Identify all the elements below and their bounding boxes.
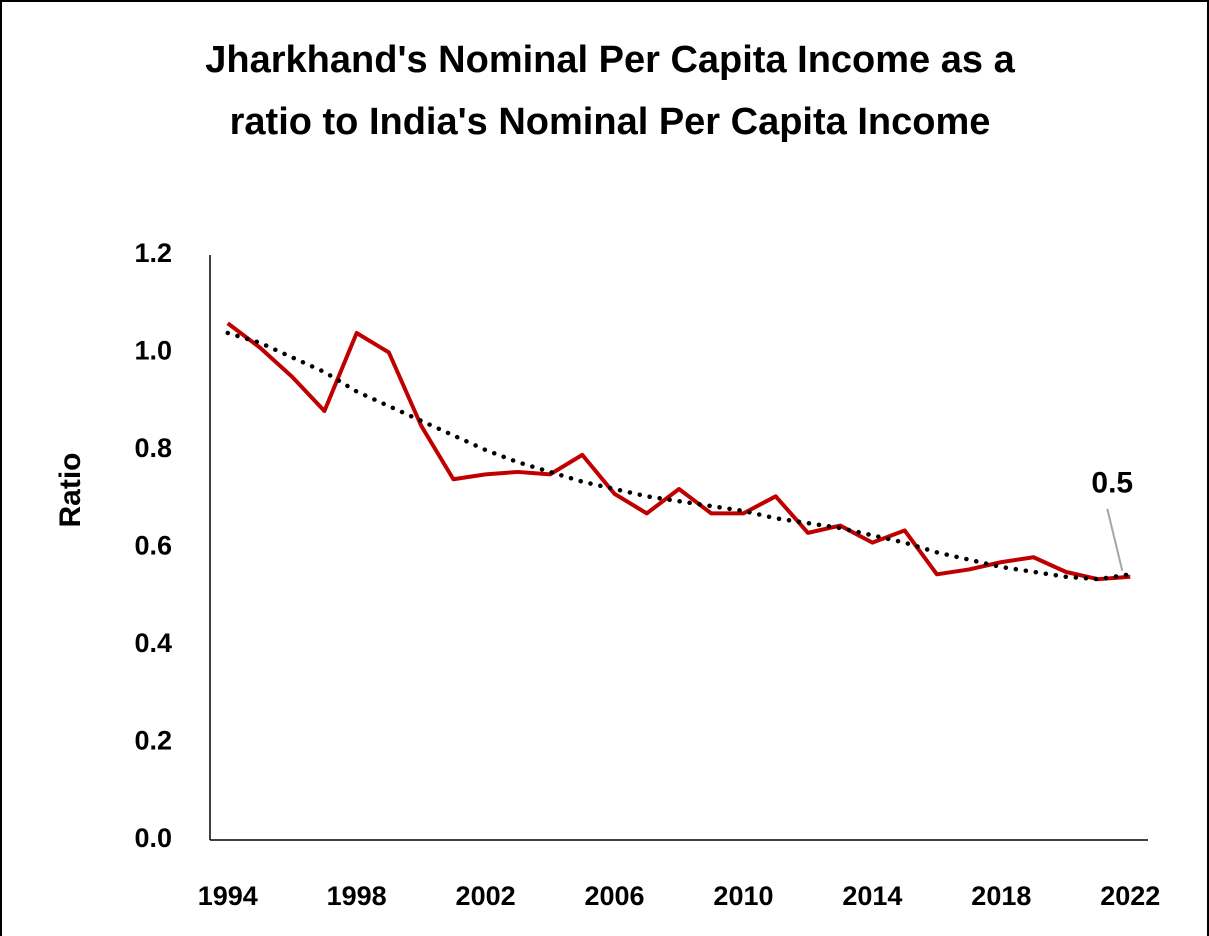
y-tick-label: 0.4	[134, 628, 172, 658]
annotation-leader	[1106, 508, 1124, 571]
x-tick-label: 2006	[584, 881, 644, 911]
x-tick-label: 1994	[198, 881, 258, 911]
y-tick-label: 0.8	[134, 433, 172, 463]
data-line	[226, 321, 1131, 582]
y-axis-label: Ratio	[54, 453, 87, 528]
x-tick-label: 2018	[971, 881, 1031, 911]
y-tick-label: 0.2	[134, 726, 172, 756]
x-tick-label: 1998	[327, 881, 387, 911]
y-tick-label: 0.0	[134, 823, 172, 853]
x-tick-label: 2010	[713, 881, 773, 911]
x-tick-label: 2002	[456, 881, 516, 911]
chart-title: Jharkhand's Nominal Per Capita Income as…	[205, 39, 1015, 143]
y-tick-label: 1.0	[134, 336, 172, 366]
trend-line	[225, 330, 1133, 582]
annotation: 0.5	[1091, 467, 1133, 500]
x-tick-label: 2014	[842, 881, 902, 911]
x-tick-label: 2022	[1100, 881, 1160, 911]
y-tick-label: 0.6	[134, 531, 172, 561]
y-tick-label: 1.2	[134, 238, 172, 268]
